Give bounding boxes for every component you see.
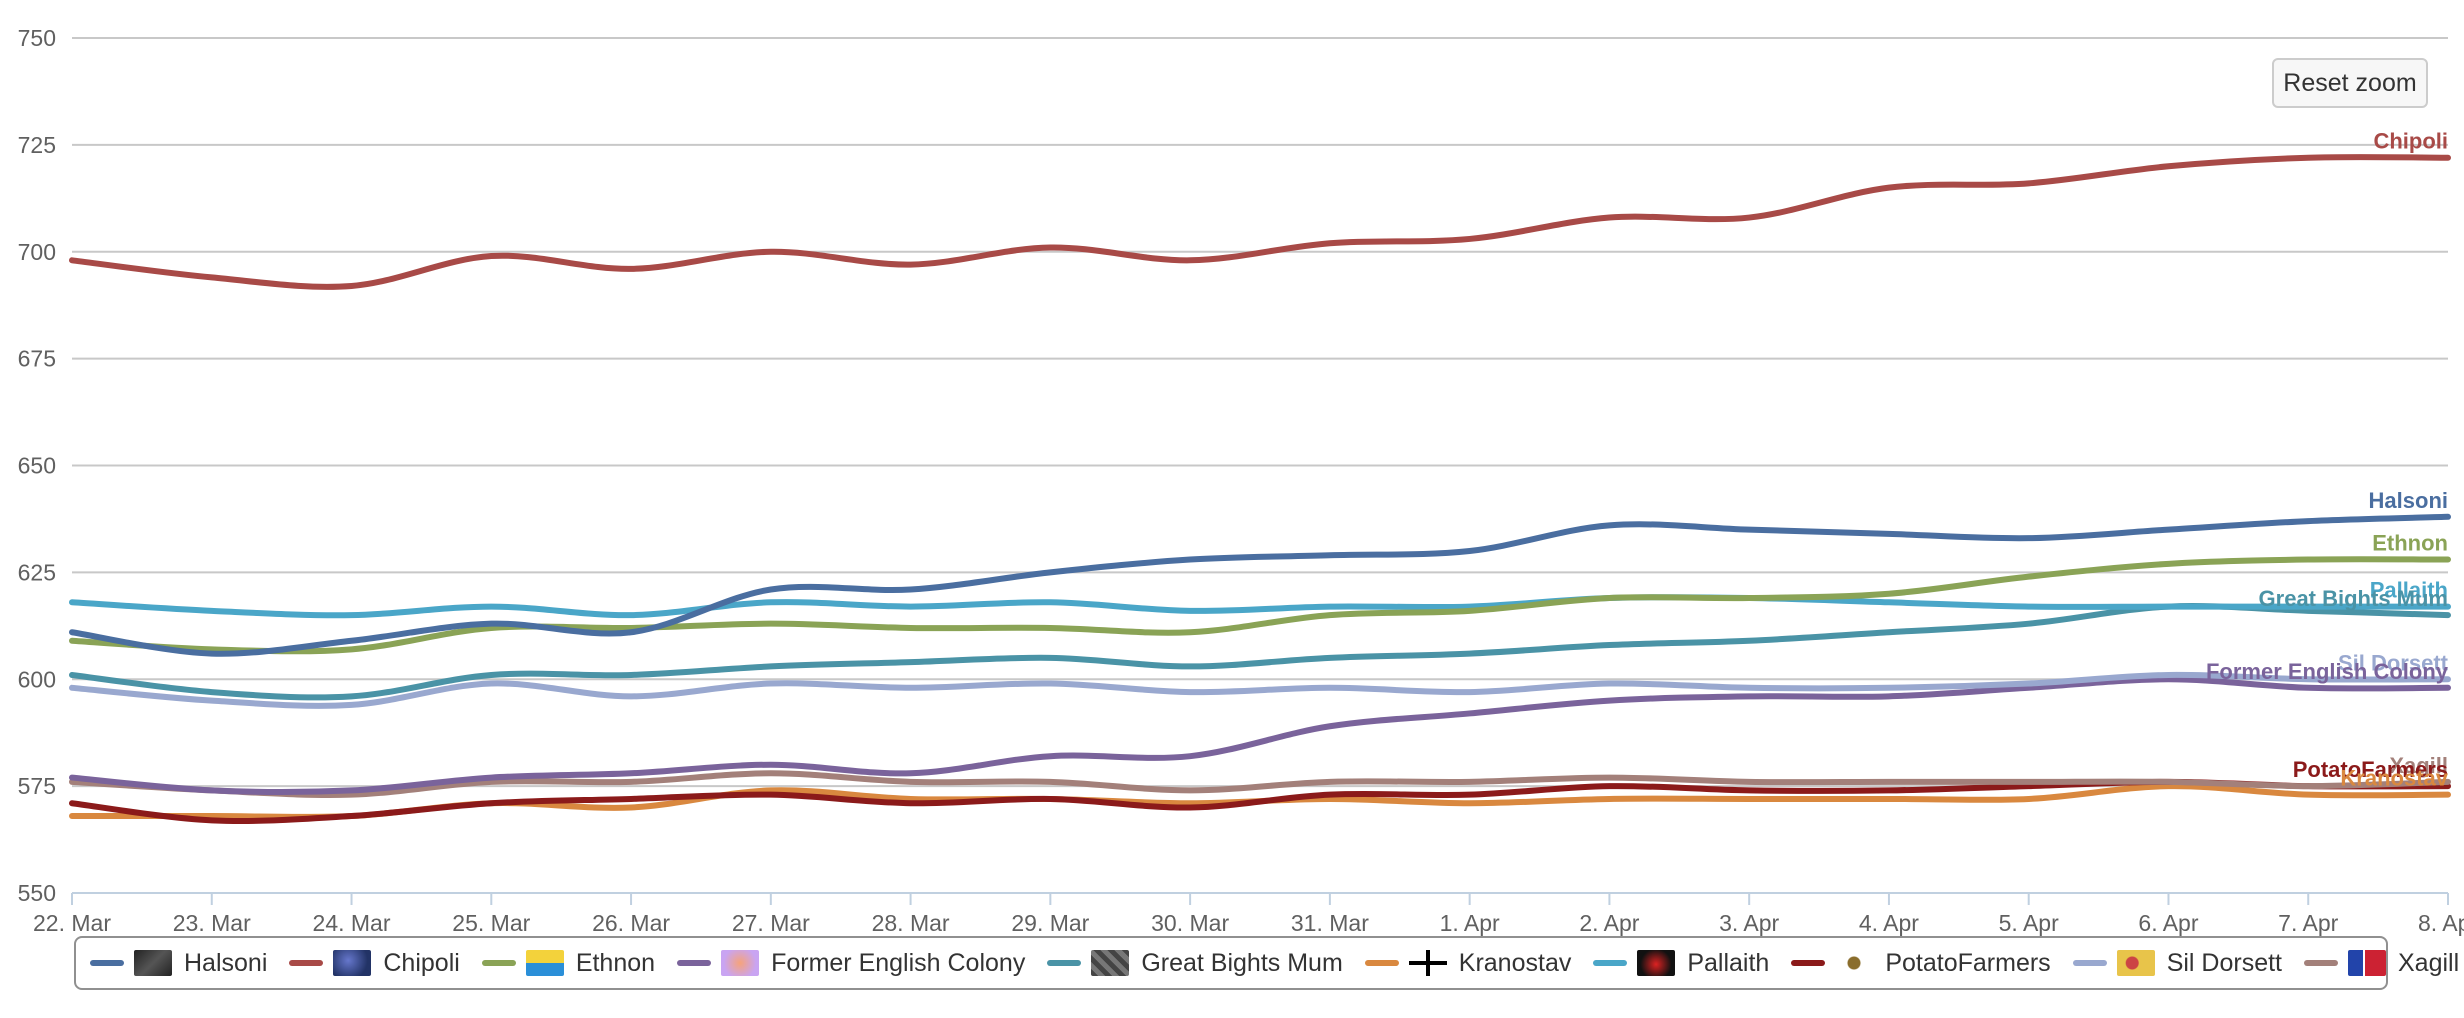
y-tick-label: 550 — [18, 880, 56, 906]
x-tick-label: 1. Apr — [1440, 910, 1500, 936]
series-line-sil-dorsett — [69, 671, 2451, 709]
legend-item[interactable]: Kranostav — [1364, 948, 1572, 978]
blue-orb-flag-icon — [333, 950, 372, 976]
chart-legend: Halsoni Chipoli Ethnon Former English Colon… — [74, 936, 2459, 990]
pink-emblem-flag-icon — [721, 950, 760, 976]
legend-item[interactable]: Great Bights Mum — [1047, 948, 1343, 978]
legend-swatch — [2304, 960, 2338, 966]
series-line-xagill — [69, 770, 2451, 799]
x-tick-label: 7. Apr — [2278, 910, 2338, 936]
red-black-flag-icon — [1637, 950, 1676, 976]
x-tick-label: 25. Mar — [452, 910, 530, 936]
series-end-label: PotatoFarmers — [2293, 757, 2448, 782]
legend-item[interactable]: Halsoni — [90, 949, 267, 978]
legend-label: Xagill — [2398, 948, 2460, 977]
series-end-label: Ethnon — [2372, 531, 2448, 556]
y-tick-label: 725 — [18, 132, 56, 158]
legend-label: Sil Dorsett — [2166, 948, 2282, 977]
legend-item[interactable]: Former English Colony — [677, 949, 1025, 978]
x-tick-label: 6. Apr — [2138, 910, 2198, 936]
x-tick-label: 8. Apr — [2418, 910, 2464, 936]
legend-swatch — [2072, 960, 2107, 966]
x-tick-label: 22. Mar — [33, 910, 111, 936]
legend-label: Former English Colony — [771, 948, 1026, 977]
legend-label: Great Bights Mum — [1141, 948, 1343, 977]
legend-label: Pallaith — [1687, 948, 1770, 977]
blue-white-red-flag-icon — [2348, 950, 2386, 976]
x-tick-label: 4. Apr — [1859, 910, 1919, 936]
x-tick-label: 3. Apr — [1719, 910, 1779, 936]
series-end-label: Chipoli — [2373, 129, 2448, 154]
dark-orb-flag-icon — [134, 950, 172, 976]
x-tick-label: 29. Mar — [1011, 910, 1089, 936]
legend-swatch — [1791, 960, 1826, 966]
series-end-label: Former English Colony — [2206, 659, 2449, 684]
y-tick-label: 575 — [18, 773, 56, 799]
legend-label: Kranostav — [1458, 948, 1572, 977]
series-line-great-bights-mum — [69, 603, 2451, 701]
legend-swatch — [1593, 960, 1628, 966]
y-tick-label: 650 — [18, 453, 56, 479]
x-tick-label: 5. Apr — [1999, 910, 2059, 936]
legend-swatch — [1047, 960, 1082, 966]
yellow-blue-flag-icon — [525, 950, 564, 976]
series-end-label: Halsoni — [2369, 488, 2448, 513]
x-tick-label: 28. Mar — [872, 910, 950, 936]
legend-item[interactable]: Xagill — [2304, 949, 2459, 978]
y-tick-label: 625 — [18, 559, 56, 585]
gray-pattern-flag-icon — [1091, 950, 1130, 976]
legend-item[interactable]: Sil Dorsett — [2072, 948, 2282, 978]
legend-swatch — [1364, 960, 1399, 966]
series-end-label: Pallaith — [2370, 578, 2448, 603]
y-tick-label: 675 — [18, 346, 56, 372]
series-line-potatofarmers — [69, 778, 2451, 824]
series-line-chipoli — [69, 154, 2451, 290]
series-end-label: Great Bights Mum — [2259, 586, 2448, 611]
series-line-halsoni — [69, 513, 2451, 657]
legend-item[interactable]: Ethnon — [481, 948, 656, 978]
x-tick-label: 23. Mar — [173, 910, 251, 936]
legend-label: PotatoFarmers — [1885, 948, 2051, 977]
legend-swatch — [289, 960, 324, 966]
x-tick-label: 30. Mar — [1151, 910, 1229, 936]
y-tick-label: 750 — [18, 25, 56, 51]
series-line-pallaith — [69, 594, 2451, 619]
series-line-ethnon — [69, 556, 2451, 655]
small-seal-flag-icon — [1835, 950, 1874, 976]
series-line-former-english-colony — [69, 676, 2451, 796]
y-tick-label: 600 — [18, 666, 56, 692]
legend-item[interactable]: PotatoFarmers — [1791, 948, 2051, 978]
legend-swatch — [90, 960, 124, 966]
legend-swatch — [677, 960, 712, 966]
x-tick-label: 24. Mar — [313, 910, 391, 936]
x-tick-label: 27. Mar — [732, 910, 810, 936]
legend-item[interactable]: Chipoli — [289, 948, 460, 978]
series-end-label: Sil Dorsett — [2338, 650, 2449, 675]
x-tick-label: 26. Mar — [592, 910, 670, 936]
y-tick-label: 700 — [18, 239, 56, 265]
black-cross-flag-icon — [1408, 950, 1447, 976]
legend-label: Halsoni — [184, 948, 268, 977]
series-end-label: Xagill — [2389, 753, 2448, 778]
legend-label: Chipoli — [383, 948, 460, 977]
series-end-label: Kranostav — [2340, 766, 2448, 791]
legend-swatch — [481, 960, 516, 966]
x-tick-label: 2. Apr — [1579, 910, 1639, 936]
legend-item[interactable]: Pallaith — [1593, 949, 1769, 978]
x-tick-label: 31. Mar — [1291, 910, 1369, 936]
yellow-red-flag-icon — [2116, 950, 2155, 976]
reset-zoom-button[interactable]: Reset zoom — [2272, 58, 2428, 108]
legend-label: Ethnon — [575, 948, 656, 977]
